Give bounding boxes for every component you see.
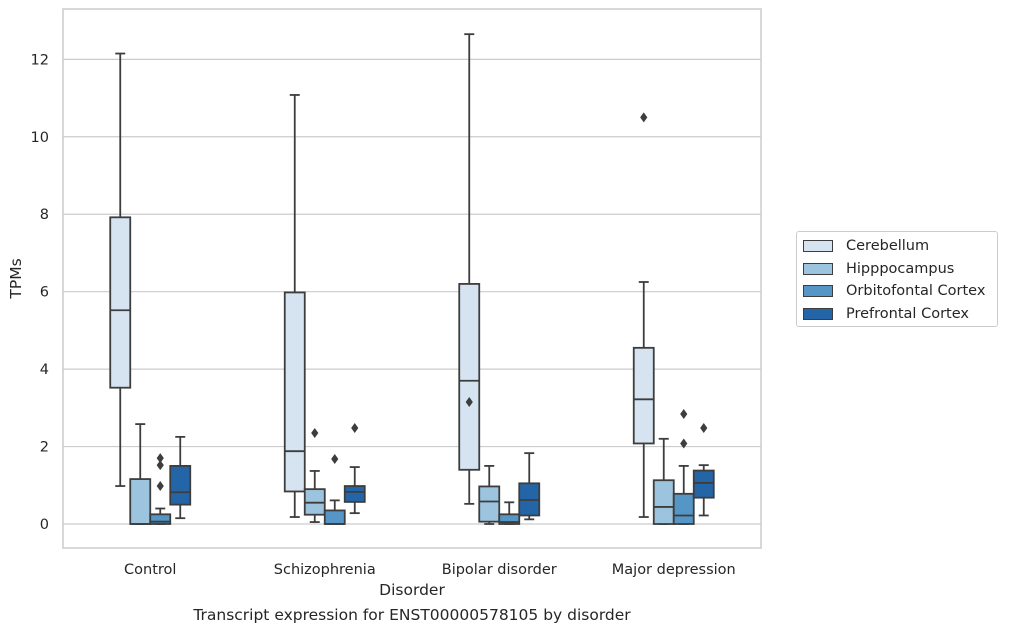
x-tick-label: Major depression [612, 562, 736, 578]
y-tick-label: 10 [31, 130, 49, 146]
outlier-point [331, 453, 339, 464]
box [458, 283, 481, 471]
box [129, 478, 152, 525]
y-tick-label: 6 [40, 285, 49, 301]
box [283, 291, 306, 493]
x-tick-label: Bipolar disorder [442, 562, 557, 578]
outlier-point [156, 481, 164, 492]
outlier-point [156, 453, 164, 464]
legend-label: Hipppocampus [846, 260, 955, 277]
x-tick-label: Control [124, 562, 176, 578]
box [692, 469, 715, 499]
box [169, 465, 192, 506]
plot-frame [62, 8, 762, 549]
legend-swatch-prefrontal [803, 308, 833, 321]
y-tick-label: 12 [31, 52, 49, 68]
legend-item-hippocampus: Hipppocampus [803, 258, 997, 281]
legend-item-prefrontal: Prefrontal Cortex [803, 303, 997, 326]
x-axis-label: Disorder [379, 581, 445, 599]
x-tick-label: Schizophrenia [274, 562, 376, 578]
y-axis-label: TPMs [7, 258, 25, 299]
legend-swatch-orbitofrontal [803, 285, 833, 298]
box [652, 479, 675, 525]
outlier-point [640, 112, 648, 123]
y-tick-label: 0 [40, 517, 49, 533]
box [672, 492, 695, 525]
box [632, 346, 655, 445]
legend-label: Cerebellum [846, 238, 930, 255]
box [149, 513, 172, 525]
plot-area [63, 9, 761, 548]
box [323, 509, 346, 525]
y-tick-label: 2 [40, 440, 49, 456]
outlier-point [156, 460, 164, 471]
y-tick-label: 4 [40, 362, 49, 378]
box [343, 485, 366, 503]
box [109, 216, 132, 389]
outlier-point [465, 397, 473, 408]
outlier-point [311, 427, 319, 438]
outlier-point [680, 409, 688, 420]
figure-caption: Transcript expression for ENST0000057810… [193, 606, 631, 624]
legend-item-orbitofrontal: Orbitofontal Cortex [803, 280, 997, 303]
legend-swatch-cerebellum [803, 240, 833, 253]
y-tick-label: 8 [40, 207, 49, 223]
outlier-point [351, 422, 359, 433]
box [478, 485, 501, 523]
legend-item-cerebellum: Cerebellum [803, 235, 997, 258]
box [498, 513, 521, 525]
legend-swatch-hippocampus [803, 262, 833, 275]
legend: Cerebellum Hipppocampus Orbitofontal Cor… [796, 231, 998, 327]
outlier-point [680, 438, 688, 449]
legend-label: Orbitofontal Cortex [846, 283, 986, 300]
outlier-point [700, 422, 708, 433]
legend-label: Prefrontal Cortex [846, 306, 969, 323]
